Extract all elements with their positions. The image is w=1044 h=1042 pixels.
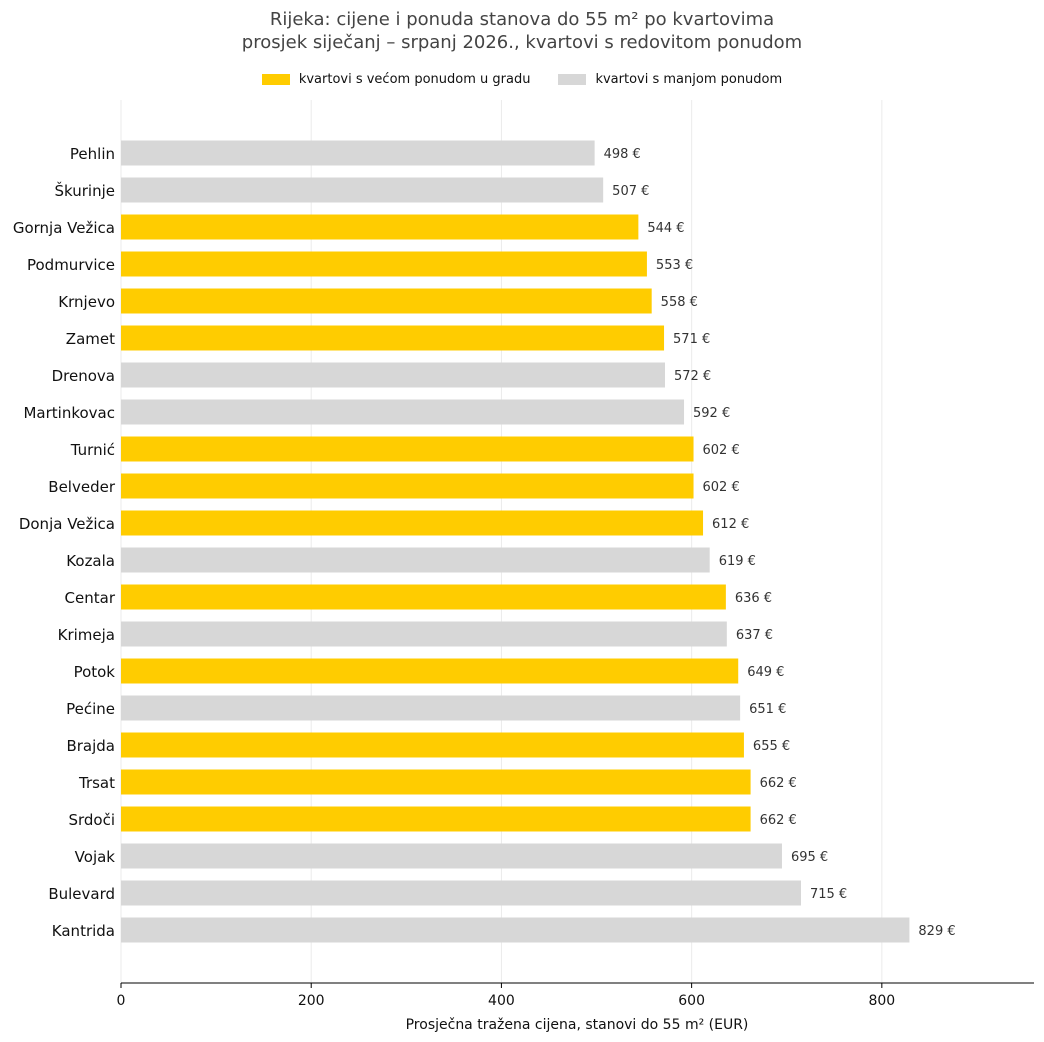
y-tick-label-3: Podmurvice xyxy=(27,256,115,274)
bar-13 xyxy=(121,621,727,647)
legend-item-veca: kvartovi s većom ponudom u gradu xyxy=(261,72,531,87)
bar-value-label-5: 571 € xyxy=(673,332,710,347)
y-tick-label-6: Drenova xyxy=(52,367,115,385)
chart-title: Rijeka: cijene i ponuda stanova do 55 m²… xyxy=(269,9,775,30)
y-tick-label-17: Trsat xyxy=(78,774,115,792)
y-tick-label-4: Krnjevo xyxy=(58,293,115,311)
bar-8 xyxy=(121,436,694,462)
legend-label-manja: kvartovi s manjom ponudom xyxy=(595,72,783,87)
y-tick-label-10: Donja Vežica xyxy=(19,515,115,533)
bar-value-label-21: 829 € xyxy=(918,924,955,939)
y-tick-label-20: Bulevard xyxy=(48,885,115,903)
y-tick-label-0: Pehlin xyxy=(70,145,115,163)
x-tick-label-0: 0 xyxy=(117,993,126,1009)
bar-value-label-6: 572 € xyxy=(674,369,711,384)
y-tick-label-18: Srdoči xyxy=(68,811,115,829)
y-tick-label-13: Krimeja xyxy=(58,626,115,644)
legend-label-veca: kvartovi s većom ponudom u gradu xyxy=(298,72,531,87)
bar-15 xyxy=(121,695,741,721)
bar-value-label-7: 592 € xyxy=(693,406,730,421)
y-tick-label-5: Zamet xyxy=(66,330,115,348)
bar-value-label-10: 612 € xyxy=(712,517,749,532)
bar-value-label-20: 715 € xyxy=(810,887,847,902)
bar-value-label-11: 619 € xyxy=(719,554,756,569)
bars: 498 € 507 € 544 € 553 € 558 € 571 € 572 € 592 €… xyxy=(121,140,956,943)
x-tick-label-800: 800 xyxy=(868,993,895,1009)
bar-7 xyxy=(121,399,685,425)
legend-swatch-veca xyxy=(261,74,290,85)
bar-18 xyxy=(121,806,751,832)
y-tick-label-12: Centar xyxy=(65,589,116,607)
bar-value-label-2: 544 € xyxy=(647,221,684,236)
chart-subtitle: prosjek siječanj – srpanj 2026., kvartov… xyxy=(241,32,803,53)
bar-19 xyxy=(121,843,782,869)
x-tick-label-600: 600 xyxy=(678,993,705,1009)
bar-value-label-15: 651 € xyxy=(749,702,786,717)
bar-value-label-18: 662 € xyxy=(760,813,797,828)
bar-value-label-1: 507 € xyxy=(612,184,649,199)
bar-21 xyxy=(121,917,910,943)
y-tick-label-1: Škurinje xyxy=(55,181,116,200)
bar-value-label-16: 655 € xyxy=(753,739,790,754)
bar-value-label-8: 602 € xyxy=(703,443,740,458)
bar-5 xyxy=(121,325,665,351)
legend-item-manja: kvartovi s manjom ponudom xyxy=(558,72,782,87)
y-tick-label-2: Gornja Vežica xyxy=(13,219,115,237)
y-tick-label-11: Kozala xyxy=(66,552,115,570)
x-tick-label-400: 400 xyxy=(488,993,515,1009)
y-tick-label-19: Vojak xyxy=(75,848,116,866)
y-tick-label-16: Brajda xyxy=(66,737,115,755)
bar-value-label-0: 498 € xyxy=(604,147,641,162)
bar-11 xyxy=(121,547,710,573)
bar-17 xyxy=(121,769,751,795)
bar-20 xyxy=(121,880,801,906)
bar-value-label-9: 602 € xyxy=(703,480,740,495)
bar-value-label-14: 649 € xyxy=(747,665,784,680)
bar-9 xyxy=(121,473,694,499)
bar-value-label-3: 553 € xyxy=(656,258,693,273)
bar-value-label-17: 662 € xyxy=(760,776,797,791)
bar-value-label-12: 636 € xyxy=(735,591,772,606)
y-tick-label-15: Pećine xyxy=(66,700,115,718)
y-tick-label-21: Kantrida xyxy=(52,922,115,940)
bar-10 xyxy=(121,510,704,536)
bar-value-label-19: 695 € xyxy=(791,850,828,865)
bar-value-label-13: 637 € xyxy=(736,628,773,643)
bar-3 xyxy=(121,251,647,277)
bar-6 xyxy=(121,362,665,388)
y-tick-label-14: Potok xyxy=(74,663,116,681)
axes: 0 200 400 600 800 Pehlin Škurinje Gornja Vežica… xyxy=(13,145,1034,1009)
bar-0 xyxy=(121,140,595,166)
bar-1 xyxy=(121,177,604,203)
x-axis-label: Prosječna tražena cijena, stanovi do 55 … xyxy=(406,1017,749,1033)
y-tick-label-8: Turnić xyxy=(70,441,115,459)
y-tick-label-9: Belveder xyxy=(48,478,116,496)
x-tick-label-200: 200 xyxy=(298,993,325,1009)
bar-12 xyxy=(121,584,726,610)
gridlines xyxy=(120,100,883,983)
y-tick-label-7: Martinkovac xyxy=(23,404,115,422)
bar-16 xyxy=(121,732,744,758)
bar-14 xyxy=(121,658,739,684)
bar-value-label-4: 558 € xyxy=(661,295,698,310)
legend-swatch-manja xyxy=(558,74,587,85)
legend: kvartovi s većom ponudom u gradu kvartov… xyxy=(0,72,1044,87)
bar-2 xyxy=(121,214,639,240)
bar-4 xyxy=(121,288,652,314)
